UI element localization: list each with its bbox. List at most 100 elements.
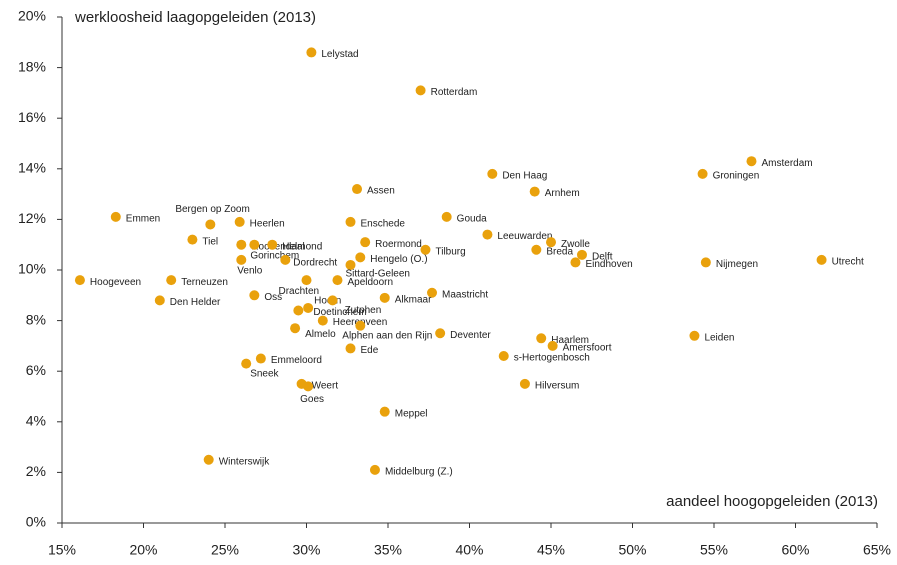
point [267, 239, 278, 250]
point-label: Alphen aan den Rijn [342, 330, 432, 341]
point [379, 292, 390, 303]
point [110, 211, 121, 222]
point [234, 216, 245, 227]
point [427, 287, 438, 298]
point-label: Heerlen [250, 219, 285, 230]
point [306, 47, 317, 58]
x-tick-label: 45% [537, 542, 565, 558]
point [241, 358, 252, 369]
point-label: Goes [300, 394, 324, 405]
point-label: Oss [264, 292, 282, 303]
point [290, 323, 301, 334]
point-label: Gorinchem [250, 250, 299, 261]
point [379, 406, 390, 417]
point [746, 156, 757, 167]
point [332, 275, 343, 286]
point-label: Amersfoort [563, 343, 612, 354]
point [293, 305, 304, 316]
y-tick-label: 18% [18, 58, 46, 74]
point-label: Bergen op Zoom [175, 204, 250, 215]
point [301, 275, 312, 286]
y-tick-label: 20% [18, 8, 46, 24]
y-tick-label: 10% [18, 261, 46, 277]
point-label: Sittard-Geleen [346, 269, 410, 280]
point [303, 381, 314, 392]
point-label: Haarlem [551, 335, 589, 346]
point [236, 239, 247, 250]
point-label: Assen [367, 186, 395, 197]
point [482, 229, 493, 240]
point-label: Dordrecht [293, 258, 337, 269]
point-label: Zutphen [345, 305, 382, 316]
point-label: Roermond [375, 239, 422, 250]
point [345, 343, 356, 354]
point-label: Hilversum [535, 380, 579, 391]
x-tick-label: 65% [863, 542, 891, 558]
point [546, 237, 556, 248]
point-label: Meppel [395, 408, 428, 419]
point-label: Tilburg [435, 246, 465, 257]
point-label: Enschede [361, 219, 406, 230]
x-tick-label: 50% [618, 542, 646, 558]
x-tick-label: 40% [455, 542, 483, 558]
point-label: Gouda [457, 214, 487, 225]
point [355, 320, 366, 331]
point [576, 249, 587, 260]
point [255, 353, 266, 364]
point-label: Breda [546, 246, 573, 257]
point-label: Drachten [279, 286, 320, 297]
point-label: Middelburg (Z.) [385, 467, 453, 478]
point [816, 254, 827, 265]
point [700, 257, 711, 268]
point-label: Roosendaal [251, 241, 304, 252]
point-label: Hengelo (O.) [370, 254, 427, 265]
point-label: Ede [361, 345, 379, 356]
point-label: Terneuzen [181, 277, 228, 288]
y-tick-label: 8% [26, 311, 46, 327]
point [317, 315, 328, 326]
point-label: Arnhem [545, 188, 580, 199]
point [345, 259, 356, 270]
point-label: Alkmaar [395, 294, 432, 305]
point [154, 295, 165, 306]
point [187, 234, 198, 245]
point-label: Leeuwarden [497, 231, 552, 242]
x-tick-label: 25% [211, 542, 239, 558]
point-label: Hoogeveen [90, 277, 141, 288]
point [352, 184, 363, 195]
y-axis-title: werkloosheid laagopgeleiden (2013) [74, 9, 316, 26]
x-axis-title: aandeel hoogopgeleiden (2013) [666, 493, 878, 510]
point-label: Venlo [237, 266, 262, 277]
point [369, 464, 380, 475]
point-label: Doetinchem [313, 307, 366, 318]
point [236, 254, 247, 265]
point [697, 168, 708, 179]
point [529, 186, 540, 197]
point [355, 252, 366, 263]
point-label: Delft [592, 251, 613, 262]
point [435, 328, 446, 339]
point-label: Tiel [202, 236, 218, 247]
point-label: Eindhoven [585, 259, 632, 270]
point-label: Deventer [450, 330, 491, 341]
x-tick-label: 35% [374, 542, 402, 558]
point [360, 237, 371, 248]
x-tick-label: 20% [129, 542, 157, 558]
point-label: Groningen [713, 171, 760, 182]
point-label: Amsterdam [761, 158, 812, 169]
point [166, 275, 177, 286]
point-label: Lelystad [321, 49, 358, 60]
point [327, 295, 338, 306]
point-label: Utrecht [832, 257, 864, 268]
y-tick-label: 6% [26, 362, 46, 378]
point-label: Sneek [250, 368, 279, 379]
point-label: Nijmegen [716, 259, 758, 270]
x-tick-label: 30% [292, 542, 320, 558]
x-tick-label: 15% [48, 542, 76, 558]
point [531, 244, 542, 255]
point [441, 211, 452, 222]
point [280, 254, 291, 265]
y-tick-label: 16% [18, 109, 46, 125]
point [536, 333, 547, 344]
